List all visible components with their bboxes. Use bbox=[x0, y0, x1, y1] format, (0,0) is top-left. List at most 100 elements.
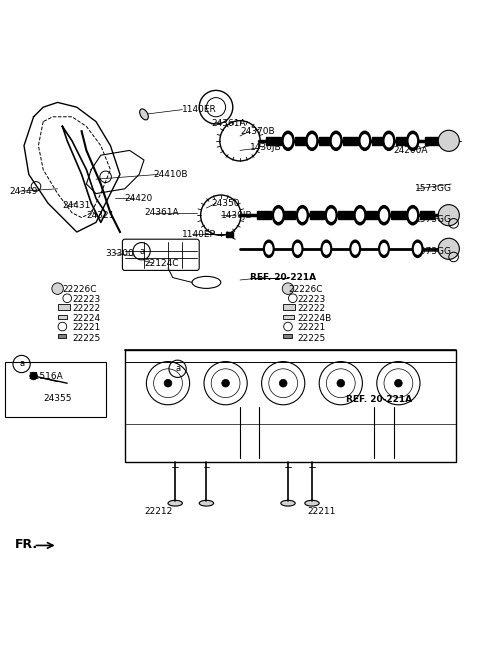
Text: 22223: 22223 bbox=[72, 295, 100, 304]
Text: REF. 20-221A: REF. 20-221A bbox=[250, 273, 316, 282]
Text: 22224B: 22224B bbox=[298, 314, 332, 323]
Circle shape bbox=[30, 372, 37, 380]
Bar bbox=[266, 137, 281, 144]
Bar bbox=[58, 315, 67, 319]
Text: 24370B: 24370B bbox=[240, 127, 275, 136]
Circle shape bbox=[438, 205, 459, 226]
Bar bbox=[295, 137, 310, 144]
Text: a: a bbox=[19, 359, 24, 369]
Ellipse shape bbox=[299, 209, 306, 221]
Ellipse shape bbox=[264, 240, 274, 257]
Ellipse shape bbox=[321, 240, 332, 257]
Ellipse shape bbox=[295, 243, 300, 254]
Bar bbox=[391, 211, 406, 219]
Ellipse shape bbox=[407, 205, 419, 225]
Bar bbox=[226, 232, 233, 237]
Bar bbox=[425, 137, 439, 144]
Ellipse shape bbox=[308, 134, 316, 147]
Ellipse shape bbox=[296, 205, 308, 225]
Ellipse shape bbox=[383, 131, 395, 150]
Ellipse shape bbox=[272, 205, 284, 225]
Circle shape bbox=[52, 283, 63, 295]
Ellipse shape bbox=[332, 134, 340, 147]
Text: 22124C: 22124C bbox=[144, 258, 179, 268]
Ellipse shape bbox=[361, 134, 369, 147]
Ellipse shape bbox=[350, 240, 360, 257]
Text: 24420: 24420 bbox=[125, 194, 153, 203]
Text: a: a bbox=[175, 364, 180, 373]
Ellipse shape bbox=[199, 501, 214, 506]
Text: 22222: 22222 bbox=[72, 304, 100, 314]
Ellipse shape bbox=[415, 243, 420, 254]
Text: 22225: 22225 bbox=[298, 334, 326, 343]
Text: 1573GG: 1573GG bbox=[415, 184, 452, 194]
Circle shape bbox=[438, 238, 459, 259]
Ellipse shape bbox=[378, 205, 390, 225]
Ellipse shape bbox=[330, 131, 342, 150]
Ellipse shape bbox=[305, 501, 319, 506]
Text: 1140ER: 1140ER bbox=[182, 105, 217, 114]
Ellipse shape bbox=[380, 209, 388, 221]
Circle shape bbox=[282, 283, 294, 295]
Text: 24431: 24431 bbox=[62, 201, 91, 210]
Text: 24100C: 24100C bbox=[302, 211, 337, 220]
Text: 21516A: 21516A bbox=[29, 373, 63, 381]
Bar bbox=[281, 211, 295, 219]
Text: 24350: 24350 bbox=[211, 199, 240, 208]
Text: 24349: 24349 bbox=[10, 187, 38, 195]
Ellipse shape bbox=[266, 243, 272, 254]
Text: 1140EP: 1140EP bbox=[182, 230, 216, 239]
Text: 1430JB: 1430JB bbox=[221, 211, 252, 220]
Bar bbox=[5, 361, 106, 417]
Ellipse shape bbox=[325, 205, 337, 225]
Circle shape bbox=[395, 379, 402, 387]
Ellipse shape bbox=[412, 240, 423, 257]
Text: 24410B: 24410B bbox=[154, 170, 188, 179]
Text: 22226C: 22226C bbox=[288, 285, 323, 294]
Bar bbox=[362, 211, 377, 219]
Bar bbox=[372, 137, 386, 144]
Bar bbox=[58, 304, 70, 310]
Ellipse shape bbox=[168, 501, 182, 506]
Bar bbox=[283, 334, 292, 338]
Bar bbox=[319, 137, 334, 144]
Ellipse shape bbox=[359, 131, 371, 150]
Circle shape bbox=[279, 379, 287, 387]
Text: 22223: 22223 bbox=[298, 295, 326, 304]
Text: 1573GG: 1573GG bbox=[415, 216, 452, 224]
Ellipse shape bbox=[324, 243, 330, 254]
Text: 1573GG: 1573GG bbox=[415, 247, 452, 256]
Circle shape bbox=[337, 379, 345, 387]
Ellipse shape bbox=[140, 109, 148, 120]
Ellipse shape bbox=[379, 240, 389, 257]
Ellipse shape bbox=[282, 131, 294, 150]
Bar bbox=[420, 211, 434, 219]
Circle shape bbox=[164, 379, 172, 387]
Ellipse shape bbox=[381, 243, 387, 254]
Bar bbox=[257, 211, 271, 219]
Ellipse shape bbox=[327, 209, 335, 221]
Circle shape bbox=[438, 131, 459, 152]
Bar bbox=[310, 211, 324, 219]
Circle shape bbox=[222, 379, 229, 387]
Text: 22221: 22221 bbox=[72, 323, 100, 333]
Bar bbox=[338, 211, 353, 219]
Ellipse shape bbox=[407, 131, 419, 150]
Ellipse shape bbox=[409, 134, 417, 147]
Bar bbox=[58, 334, 66, 338]
Ellipse shape bbox=[409, 209, 417, 221]
Text: 22212: 22212 bbox=[144, 507, 172, 516]
Ellipse shape bbox=[356, 209, 364, 221]
Text: 24321: 24321 bbox=[86, 211, 115, 220]
Text: REF. 20-221A: REF. 20-221A bbox=[346, 396, 412, 405]
Text: 22226C: 22226C bbox=[62, 285, 97, 294]
Bar bbox=[396, 137, 410, 144]
Bar bbox=[343, 137, 358, 144]
Ellipse shape bbox=[306, 131, 318, 150]
Ellipse shape bbox=[354, 205, 366, 225]
Text: a: a bbox=[139, 247, 144, 256]
Text: 24361A: 24361A bbox=[144, 209, 179, 217]
Text: 24200A: 24200A bbox=[394, 146, 428, 155]
Text: 22225: 22225 bbox=[72, 334, 100, 343]
Text: 24355: 24355 bbox=[43, 394, 72, 403]
